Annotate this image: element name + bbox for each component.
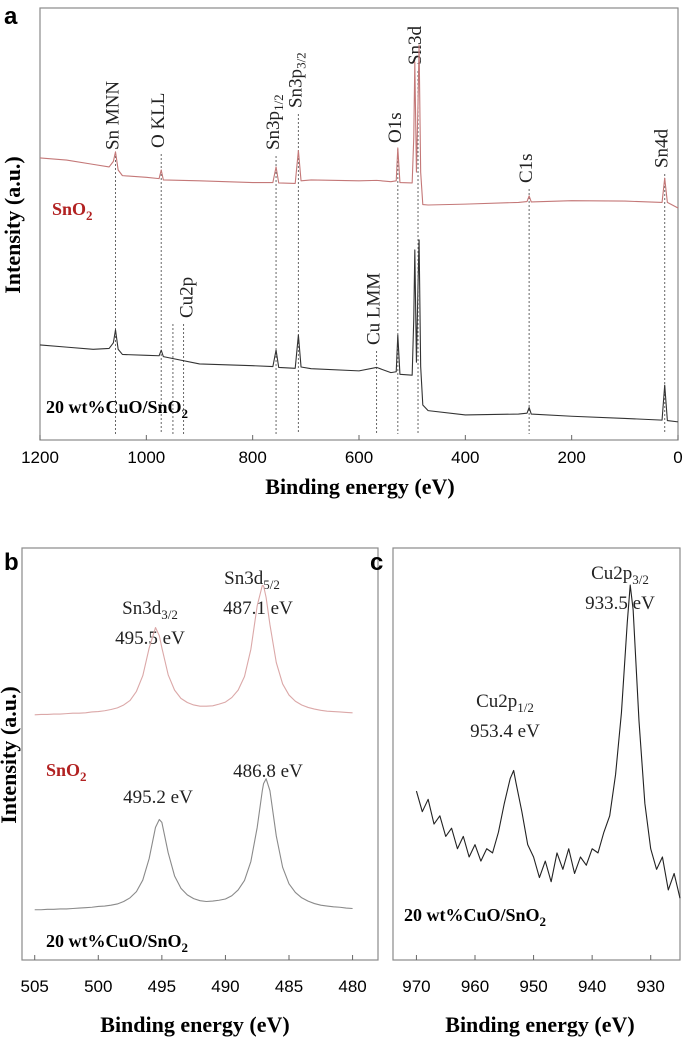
annotation-text: Cu LMM [364, 273, 385, 345]
legend-text: 20 wt%CuO/SnO [404, 905, 540, 925]
plot-frame [392, 547, 681, 961]
legend-subscript: 2 [182, 406, 189, 421]
annotation-text: Sn3d [122, 598, 162, 619]
spectrum-line [34, 584, 353, 716]
legend-label: SnO2 [46, 760, 87, 784]
annotation: O KLL [149, 93, 170, 148]
x-tick-label: 505 [21, 977, 49, 996]
annotation-text: 495.2 eV [123, 787, 193, 808]
x-tick-label: 485 [275, 977, 303, 996]
annotation: Sn4d [652, 128, 673, 168]
x-tick-label: 960 [461, 977, 489, 996]
annotation: 487.1 eV [223, 598, 293, 619]
x-tick-label: 495 [148, 977, 176, 996]
annotation-text: Cu2p [591, 563, 632, 584]
annotation: Sn3d5/2 [224, 568, 280, 592]
x-tick-label: 480 [338, 977, 366, 996]
annotation-subscript: 3/2 [632, 572, 649, 587]
x-tick-label: 950 [519, 977, 547, 996]
annotation-subscript: 5/2 [263, 577, 280, 592]
annotation-text: 933.5 eV [585, 593, 655, 614]
annotation: 933.5 eV [585, 593, 655, 614]
spectrum-line [39, 239, 679, 423]
x-axis-title: Binding energy (eV) [445, 1012, 634, 1037]
x-tick-label: 1200 [21, 448, 59, 467]
x-axis-title: Binding energy (eV) [265, 474, 454, 499]
legend-subscript: 2 [540, 914, 547, 929]
legend-label: 20 wt%CuO/SnO2 [46, 931, 188, 955]
annotation-subscript: 1/2 [517, 700, 534, 715]
annotation-text: Sn3d [224, 568, 264, 589]
annotation: Cu2p3/2 [591, 563, 649, 587]
y-axis-title: Intensity (a.u.) [0, 686, 21, 824]
legend-label: 20 wt%CuO/SnO2 [404, 905, 546, 929]
panel: a 1200 1000 800 600 400 200 0 Binding energy (eV… [0, 3, 683, 499]
legend-subscript: 2 [80, 769, 87, 784]
legend-label: 20 wt%CuO/SnO2 [46, 397, 188, 421]
x-tick-label: 400 [451, 448, 479, 467]
legend-subscript: 2 [86, 208, 93, 223]
annotation-text: Cu2p [177, 277, 198, 318]
x-tick-label: 200 [557, 448, 585, 467]
x-tick-label: 800 [238, 448, 266, 467]
panel-letter: c [370, 549, 383, 576]
annotation-text: Sn4d [652, 128, 673, 168]
annotation-text: O1s [385, 112, 406, 143]
annotation-text: C1s [516, 153, 537, 183]
annotation-text: Sn3p [263, 111, 284, 150]
annotation: 495.5 eV [115, 628, 185, 649]
annotation: Cu2p [177, 277, 198, 318]
annotation: O1s [385, 112, 406, 143]
annotation: Sn3p3/2 [286, 52, 309, 108]
annotation: C1s [516, 153, 537, 183]
annotation-subscript: 1/2 [271, 94, 286, 111]
annotation: 953.4 eV [470, 721, 540, 742]
annotation: 495.2 eV [123, 787, 193, 808]
annotation-text: 953.4 eV [470, 721, 540, 742]
x-tick-label: 930 [637, 977, 665, 996]
annotation-text: Sn3p [286, 69, 307, 108]
legend-text: 20 wt%CuO/SnO [46, 931, 182, 951]
annotation: 486.8 eV [233, 761, 303, 782]
x-tick-label: 940 [578, 977, 606, 996]
annotation-text: 486.8 eV [233, 761, 303, 782]
x-tick-label: 0 [673, 448, 682, 467]
annotation-text: O KLL [149, 93, 170, 148]
x-tick-label: 500 [84, 977, 112, 996]
annotation-subscript: 3/2 [293, 52, 308, 69]
panel: b 505 500 495 490 485 480 Binding energy (eV) In… [0, 547, 379, 1037]
plot-frame [39, 7, 679, 441]
annotation: Sn3p1/2 [263, 94, 286, 150]
annotation-text: Sn MNN [103, 81, 124, 150]
legend-text: 20 wt%CuO/SnO [46, 397, 182, 417]
x-tick-label: 490 [211, 977, 239, 996]
spectrum-line [415, 584, 681, 899]
legend-subscript: 2 [182, 940, 189, 955]
annotation-text: 487.1 eV [223, 598, 293, 619]
panel-letter: a [4, 3, 18, 30]
legend-label: SnO2 [52, 199, 93, 223]
annotation-text: Sn3d [405, 25, 426, 65]
x-axis-title: Binding energy (eV) [100, 1012, 289, 1037]
annotation: Sn3d3/2 [122, 598, 178, 622]
panel-letter: b [4, 549, 19, 576]
spectrum-line [34, 778, 353, 911]
annotation-subscript: 3/2 [161, 607, 178, 622]
x-tick-label: 1000 [127, 448, 165, 467]
y-axis-title: Intensity (a.u.) [0, 156, 25, 294]
annotation: Cu2p1/2 [476, 691, 534, 715]
x-tick-label: 600 [345, 448, 373, 467]
x-tick-label: 970 [402, 977, 430, 996]
spectrum-line [39, 44, 679, 209]
annotation: Sn3d [405, 25, 426, 65]
annotation-text: 495.5 eV [115, 628, 185, 649]
plot-frame [21, 547, 379, 961]
legend-text: SnO [46, 760, 80, 780]
legend-text: SnO [52, 199, 86, 219]
annotation: Cu LMM [364, 273, 385, 345]
annotation-text: Cu2p [476, 691, 517, 712]
annotation: Sn MNN [103, 81, 124, 150]
